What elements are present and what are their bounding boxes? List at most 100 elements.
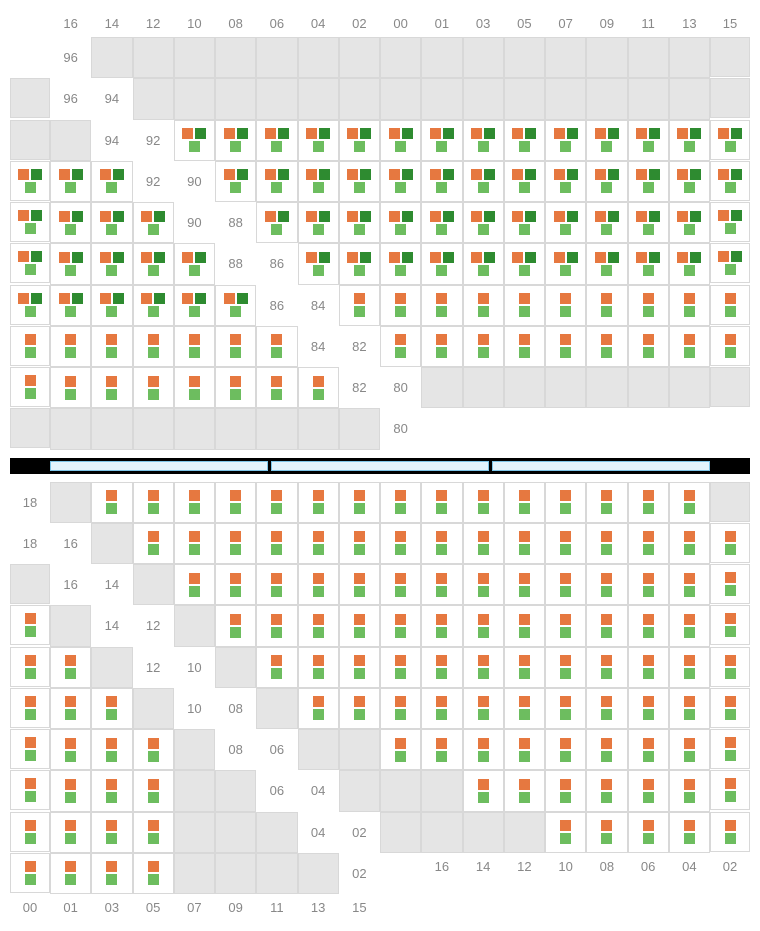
seat-cell[interactable] bbox=[545, 605, 586, 646]
seat-cell[interactable] bbox=[421, 243, 462, 284]
seat-cell[interactable] bbox=[215, 120, 256, 161]
seat-cell[interactable] bbox=[215, 285, 256, 326]
seat-cell[interactable] bbox=[586, 161, 627, 202]
seat-cell[interactable] bbox=[628, 243, 669, 284]
seat-cell[interactable] bbox=[380, 161, 421, 202]
seat-cell[interactable] bbox=[10, 367, 50, 407]
seat-cell[interactable] bbox=[710, 688, 750, 728]
seat-cell[interactable] bbox=[463, 729, 504, 770]
seat-cell[interactable] bbox=[50, 202, 91, 243]
seat-cell[interactable] bbox=[298, 605, 339, 646]
seat-cell[interactable] bbox=[463, 605, 504, 646]
seat-cell[interactable] bbox=[669, 161, 710, 202]
seat-cell[interactable] bbox=[545, 647, 586, 688]
seat-cell[interactable] bbox=[91, 243, 132, 284]
seat-cell[interactable] bbox=[710, 523, 750, 563]
seat-cell[interactable] bbox=[133, 243, 174, 284]
seat-cell[interactable] bbox=[421, 688, 462, 729]
seat-cell[interactable] bbox=[586, 326, 627, 367]
seat-cell[interactable] bbox=[586, 564, 627, 605]
seat-cell[interactable] bbox=[669, 770, 710, 811]
seat-cell[interactable] bbox=[256, 482, 297, 523]
seat-cell[interactable] bbox=[10, 202, 50, 242]
seat-cell[interactable] bbox=[628, 688, 669, 729]
seat-cell[interactable] bbox=[298, 523, 339, 564]
seat-cell[interactable] bbox=[10, 326, 50, 366]
seat-cell[interactable] bbox=[256, 367, 297, 408]
seat-cell[interactable] bbox=[339, 647, 380, 688]
seat-cell[interactable] bbox=[256, 326, 297, 367]
seat-cell[interactable] bbox=[256, 202, 297, 243]
seat-cell[interactable] bbox=[380, 523, 421, 564]
seat-cell[interactable] bbox=[215, 326, 256, 367]
seat-cell[interactable] bbox=[298, 161, 339, 202]
seat-cell[interactable] bbox=[380, 729, 421, 770]
seat-cell[interactable] bbox=[10, 812, 50, 852]
seat-cell[interactable] bbox=[174, 120, 215, 161]
seat-cell[interactable] bbox=[669, 647, 710, 688]
seat-cell[interactable] bbox=[380, 564, 421, 605]
seat-cell[interactable] bbox=[463, 161, 504, 202]
seat-cell[interactable] bbox=[133, 729, 174, 770]
seat-cell[interactable] bbox=[545, 482, 586, 523]
seat-cell[interactable] bbox=[50, 729, 91, 770]
seat-cell[interactable] bbox=[298, 367, 339, 408]
seat-cell[interactable] bbox=[256, 605, 297, 646]
seat-cell[interactable] bbox=[586, 523, 627, 564]
seat-cell[interactable] bbox=[298, 647, 339, 688]
seat-cell[interactable] bbox=[91, 202, 132, 243]
seat-cell[interactable] bbox=[669, 285, 710, 326]
seat-cell[interactable] bbox=[133, 482, 174, 523]
seat-cell[interactable] bbox=[174, 482, 215, 523]
seat-cell[interactable] bbox=[380, 605, 421, 646]
seat-cell[interactable] bbox=[298, 120, 339, 161]
seat-cell[interactable] bbox=[380, 647, 421, 688]
seat-cell[interactable] bbox=[10, 647, 50, 687]
seat-cell[interactable] bbox=[504, 605, 545, 646]
seat-cell[interactable] bbox=[256, 647, 297, 688]
seat-cell[interactable] bbox=[586, 202, 627, 243]
seat-cell[interactable] bbox=[91, 367, 132, 408]
seat-cell[interactable] bbox=[421, 202, 462, 243]
seat-cell[interactable] bbox=[298, 243, 339, 284]
seat-cell[interactable] bbox=[463, 482, 504, 523]
seat-cell[interactable] bbox=[421, 564, 462, 605]
seat-cell[interactable] bbox=[91, 812, 132, 853]
seat-cell[interactable] bbox=[628, 482, 669, 523]
seat-cell[interactable] bbox=[421, 647, 462, 688]
seat-cell[interactable] bbox=[380, 326, 421, 367]
seat-cell[interactable] bbox=[380, 202, 421, 243]
seat-cell[interactable] bbox=[545, 812, 586, 853]
seat-cell[interactable] bbox=[710, 285, 750, 325]
seat-cell[interactable] bbox=[133, 285, 174, 326]
seat-cell[interactable] bbox=[174, 326, 215, 367]
seat-cell[interactable] bbox=[339, 202, 380, 243]
seat-cell[interactable] bbox=[545, 729, 586, 770]
seat-cell[interactable] bbox=[628, 729, 669, 770]
seat-cell[interactable] bbox=[380, 285, 421, 326]
seat-cell[interactable] bbox=[628, 202, 669, 243]
seat-cell[interactable] bbox=[586, 285, 627, 326]
seat-cell[interactable] bbox=[504, 482, 545, 523]
seat-cell[interactable] bbox=[463, 523, 504, 564]
seat-cell[interactable] bbox=[339, 243, 380, 284]
seat-cell[interactable] bbox=[174, 243, 215, 284]
seat-cell[interactable] bbox=[256, 161, 297, 202]
seat-cell[interactable] bbox=[586, 812, 627, 853]
seat-cell[interactable] bbox=[215, 564, 256, 605]
seat-cell[interactable] bbox=[669, 688, 710, 729]
seat-cell[interactable] bbox=[586, 729, 627, 770]
seat-cell[interactable] bbox=[669, 202, 710, 243]
seat-cell[interactable] bbox=[710, 243, 750, 283]
seat-cell[interactable] bbox=[628, 564, 669, 605]
seat-cell[interactable] bbox=[628, 605, 669, 646]
seat-cell[interactable] bbox=[10, 243, 50, 283]
seat-cell[interactable] bbox=[504, 326, 545, 367]
seat-cell[interactable] bbox=[669, 564, 710, 605]
seat-cell[interactable] bbox=[545, 523, 586, 564]
seat-cell[interactable] bbox=[710, 326, 750, 366]
seat-cell[interactable] bbox=[710, 770, 750, 810]
seat-cell[interactable] bbox=[421, 605, 462, 646]
seat-cell[interactable] bbox=[628, 285, 669, 326]
seat-cell[interactable] bbox=[669, 243, 710, 284]
